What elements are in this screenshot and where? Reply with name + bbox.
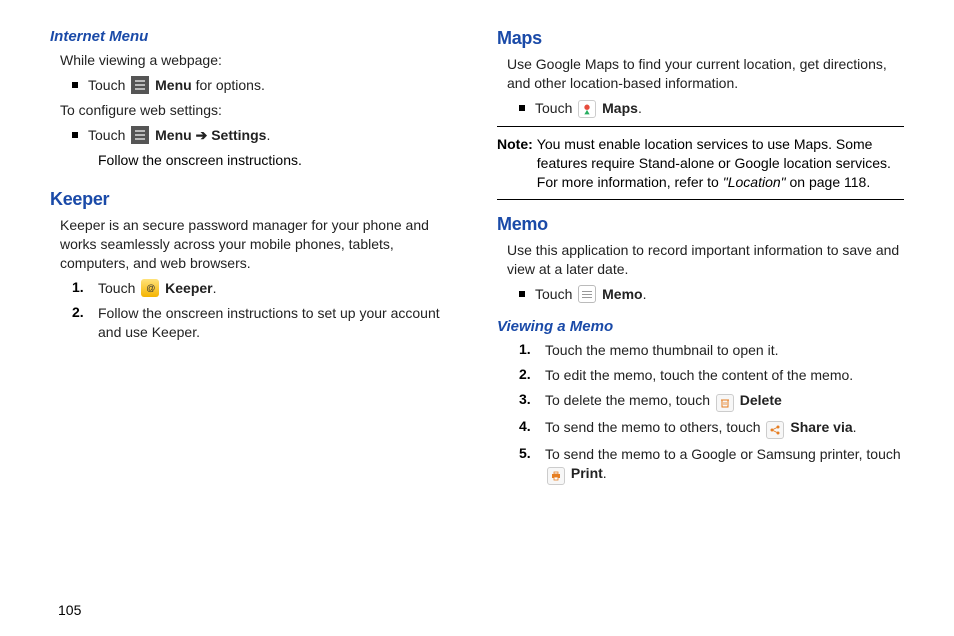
step-number: 2.: [519, 366, 535, 382]
viewing-step-5: 5. To send the memo to a Google or Samsu…: [497, 445, 904, 485]
bullet-text: Touch Memo.: [535, 285, 646, 304]
txt: .: [266, 127, 270, 143]
txt: .: [213, 280, 217, 296]
text-follow-instructions: Follow the onscreen instructions.: [50, 151, 457, 170]
step-number: 1.: [519, 341, 535, 357]
bullet-text: Touch Menu ➔ Settings.: [88, 126, 270, 145]
heading-maps: Maps: [497, 28, 904, 49]
heading-memo: Memo: [497, 214, 904, 235]
viewing-step-3: 3. To delete the memo, touch Delete: [497, 391, 904, 412]
viewing-step-4: 4. To send the memo to others, touch Sha…: [497, 418, 904, 439]
txt: .: [603, 465, 607, 481]
bold-keeper: Keeper: [165, 280, 212, 296]
bullet-icon: [519, 105, 525, 111]
step-number: 4.: [519, 418, 535, 434]
txt: Touch: [88, 77, 129, 93]
note-text: You must enable location services to use…: [537, 135, 904, 192]
step-text: To send the memo to others, touch Share …: [545, 418, 857, 439]
step-number: 3.: [519, 391, 535, 407]
text-intro-1: While viewing a webpage:: [50, 51, 457, 70]
step-text: Follow the onscreen instructions to set …: [98, 304, 457, 342]
note-label: Note:: [497, 135, 533, 192]
step-text: To send the memo to a Google or Samsung …: [545, 445, 904, 485]
note-box-maps: Note: You must enable location services …: [497, 126, 904, 201]
txt: To delete the memo, touch: [545, 392, 714, 408]
menu-icon: [131, 126, 149, 144]
heading-internet-menu: Internet Menu: [50, 28, 457, 45]
step-text: To delete the memo, touch Delete: [545, 391, 782, 412]
italic-location: "Location": [723, 174, 786, 190]
bold-share: Share via: [790, 419, 852, 435]
text-keeper-desc: Keeper is an secure password manager for…: [50, 216, 457, 273]
txt: To send the memo to a Google or Samsung …: [545, 446, 901, 462]
txt: .: [638, 100, 642, 116]
bullet-icon: [72, 82, 78, 88]
page-container: Internet Menu While viewing a webpage: T…: [0, 0, 954, 636]
txt: .: [853, 419, 857, 435]
viewing-step-2: 2. To edit the memo, touch the content o…: [497, 366, 904, 385]
bullet-icon: [519, 291, 525, 297]
bold-memo: Memo: [602, 286, 642, 302]
text-intro-2: To configure web settings:: [50, 101, 457, 120]
bullet-icon: [72, 132, 78, 138]
txt: Touch: [98, 280, 139, 296]
keeper-icon: [141, 279, 159, 297]
bullet-menu-options: Touch Menu for options.: [50, 76, 457, 95]
txt: To send the memo to others, touch: [545, 419, 764, 435]
bold-print: Print: [571, 465, 603, 481]
text-maps-desc: Use Google Maps to find your current loc…: [497, 55, 904, 93]
step-text: Touch Keeper.: [98, 279, 217, 298]
maps-icon: [578, 100, 596, 118]
txt: for options.: [192, 77, 265, 93]
step-number: 5.: [519, 445, 535, 461]
bullet-text: Touch Menu for options.: [88, 76, 265, 95]
print-icon: [547, 467, 565, 485]
step-text: Touch the memo thumbnail to open it.: [545, 341, 778, 360]
share-icon: [766, 421, 784, 439]
step-text: To edit the memo, touch the content of t…: [545, 366, 853, 385]
text-memo-desc: Use this application to record important…: [497, 241, 904, 279]
txt: Touch: [535, 100, 576, 116]
bullet-memo: Touch Memo.: [497, 285, 904, 304]
txt: .: [643, 286, 647, 302]
keeper-step-2: 2. Follow the onscreen instructions to s…: [50, 304, 457, 342]
viewing-step-1: 1. Touch the memo thumbnail to open it.: [497, 341, 904, 360]
step-number: 2.: [72, 304, 88, 320]
txt: Touch: [535, 286, 576, 302]
bullet-menu-settings: Touch Menu ➔ Settings.: [50, 126, 457, 145]
bold-maps: Maps: [602, 100, 638, 116]
heading-keeper: Keeper: [50, 189, 457, 210]
left-column: Internet Menu While viewing a webpage: T…: [50, 28, 457, 616]
bullet-text: Touch Maps.: [535, 99, 642, 118]
bold-menu-settings: Menu ➔ Settings: [155, 127, 266, 143]
bold-menu: Menu: [155, 77, 192, 93]
step-number: 1.: [72, 279, 88, 295]
page-number: 105: [58, 602, 81, 618]
menu-icon: [131, 76, 149, 94]
bold-delete: Delete: [740, 392, 782, 408]
txt: on page 118.: [786, 174, 871, 190]
heading-viewing-memo: Viewing a Memo: [497, 318, 904, 335]
keeper-step-1: 1. Touch Keeper.: [50, 279, 457, 298]
bullet-maps: Touch Maps.: [497, 99, 904, 118]
txt: Touch: [88, 127, 129, 143]
right-column: Maps Use Google Maps to find your curren…: [497, 28, 904, 616]
memo-icon: [578, 285, 596, 303]
delete-icon: [716, 394, 734, 412]
